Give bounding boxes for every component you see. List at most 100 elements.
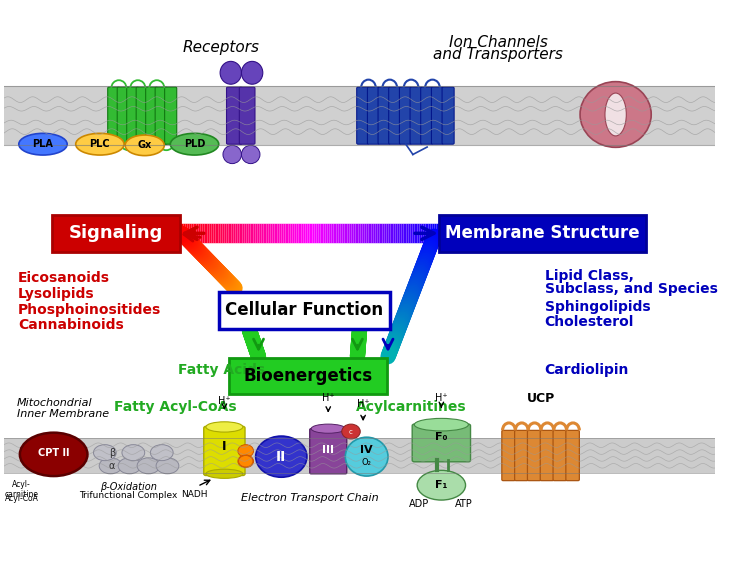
Text: Inner Membrane: Inner Membrane xyxy=(16,409,109,420)
Text: Eicosanoids: Eicosanoids xyxy=(18,272,110,285)
Text: II: II xyxy=(276,449,286,464)
FancyBboxPatch shape xyxy=(108,87,120,144)
Text: c: c xyxy=(349,429,353,435)
Ellipse shape xyxy=(118,458,141,474)
Ellipse shape xyxy=(242,61,262,84)
Text: H⁺: H⁺ xyxy=(435,393,448,404)
Text: F₀: F₀ xyxy=(435,432,448,442)
Ellipse shape xyxy=(20,433,88,476)
Circle shape xyxy=(238,456,253,467)
Text: I: I xyxy=(222,440,226,453)
Text: Cellular Function: Cellular Function xyxy=(225,301,383,319)
FancyBboxPatch shape xyxy=(442,87,454,144)
Ellipse shape xyxy=(417,470,466,500)
Ellipse shape xyxy=(242,145,260,164)
Text: Ion Channels: Ion Channels xyxy=(448,35,548,50)
FancyBboxPatch shape xyxy=(527,430,541,480)
Ellipse shape xyxy=(206,469,243,478)
FancyBboxPatch shape xyxy=(219,292,390,329)
FancyBboxPatch shape xyxy=(413,424,470,462)
Ellipse shape xyxy=(19,133,68,155)
Text: Cholesterol: Cholesterol xyxy=(544,316,634,329)
Text: ATP: ATP xyxy=(455,499,473,509)
Text: H⁺: H⁺ xyxy=(322,393,334,404)
Text: Electron Transport Chain: Electron Transport Chain xyxy=(241,493,379,503)
FancyBboxPatch shape xyxy=(127,87,139,144)
FancyBboxPatch shape xyxy=(514,430,528,480)
Text: III: III xyxy=(322,445,334,455)
FancyBboxPatch shape xyxy=(4,86,716,145)
Text: CPT II: CPT II xyxy=(38,448,70,457)
Ellipse shape xyxy=(414,418,469,431)
Text: H⁺: H⁺ xyxy=(357,399,370,409)
FancyBboxPatch shape xyxy=(400,87,412,144)
FancyBboxPatch shape xyxy=(357,87,369,144)
Ellipse shape xyxy=(170,133,219,155)
FancyBboxPatch shape xyxy=(440,215,646,251)
FancyBboxPatch shape xyxy=(165,87,177,144)
FancyBboxPatch shape xyxy=(540,430,554,480)
Text: O₂: O₂ xyxy=(362,458,371,467)
Ellipse shape xyxy=(151,445,173,461)
Ellipse shape xyxy=(311,424,345,433)
Text: Acylcarnitines: Acylcarnitines xyxy=(356,400,466,414)
FancyBboxPatch shape xyxy=(388,87,400,144)
Text: ADP: ADP xyxy=(409,499,429,509)
Text: Signaling: Signaling xyxy=(69,224,163,242)
Ellipse shape xyxy=(76,133,124,155)
Text: F₁: F₁ xyxy=(435,480,448,490)
FancyBboxPatch shape xyxy=(421,87,433,144)
Text: PLC: PLC xyxy=(89,139,110,149)
FancyBboxPatch shape xyxy=(226,87,242,144)
FancyBboxPatch shape xyxy=(566,430,579,480)
Ellipse shape xyxy=(99,458,122,474)
Ellipse shape xyxy=(137,458,160,474)
FancyBboxPatch shape xyxy=(431,87,443,144)
FancyBboxPatch shape xyxy=(117,87,129,144)
Ellipse shape xyxy=(256,436,307,477)
Text: Acyl-CoA: Acyl-CoA xyxy=(4,494,38,503)
Ellipse shape xyxy=(345,437,388,476)
FancyBboxPatch shape xyxy=(553,430,566,480)
Text: Fatty Acids: Fatty Acids xyxy=(178,363,266,377)
Text: and Transporters: and Transporters xyxy=(433,47,563,62)
Text: H⁺: H⁺ xyxy=(218,396,231,406)
Ellipse shape xyxy=(206,422,243,432)
Ellipse shape xyxy=(125,135,164,156)
Ellipse shape xyxy=(94,445,116,461)
FancyBboxPatch shape xyxy=(155,87,167,144)
Text: β-Oxidation: β-Oxidation xyxy=(100,482,157,492)
FancyBboxPatch shape xyxy=(310,429,347,474)
Text: Lysolipids: Lysolipids xyxy=(18,287,94,301)
Text: PLD: PLD xyxy=(184,139,206,149)
Text: Gx: Gx xyxy=(137,140,152,150)
Text: Acyl-
carnitine: Acyl- carnitine xyxy=(4,479,39,499)
FancyBboxPatch shape xyxy=(368,87,380,144)
FancyBboxPatch shape xyxy=(4,439,716,472)
FancyBboxPatch shape xyxy=(146,87,158,144)
Text: Sphingolipids: Sphingolipids xyxy=(544,300,650,314)
FancyBboxPatch shape xyxy=(136,87,148,144)
Circle shape xyxy=(238,455,254,467)
Ellipse shape xyxy=(156,458,178,474)
FancyBboxPatch shape xyxy=(378,87,390,144)
FancyBboxPatch shape xyxy=(230,358,386,394)
Circle shape xyxy=(342,424,360,439)
Text: Lipid Class,: Lipid Class, xyxy=(544,269,634,282)
Text: α: α xyxy=(109,461,115,471)
Text: Mitochondrial: Mitochondrial xyxy=(16,398,92,408)
Text: β: β xyxy=(109,448,115,457)
FancyBboxPatch shape xyxy=(204,426,245,475)
Ellipse shape xyxy=(223,145,242,164)
Text: Trifunctional Complex: Trifunctional Complex xyxy=(80,491,178,500)
Text: Fatty Acyl-CoAs: Fatty Acyl-CoAs xyxy=(114,400,237,414)
Ellipse shape xyxy=(605,93,626,136)
FancyBboxPatch shape xyxy=(239,87,255,144)
FancyBboxPatch shape xyxy=(52,215,180,251)
Text: IV: IV xyxy=(360,445,373,455)
Text: Subclass, and Species: Subclass, and Species xyxy=(544,282,718,296)
Ellipse shape xyxy=(580,82,651,148)
Text: PLA: PLA xyxy=(32,139,53,149)
Text: UCP: UCP xyxy=(526,392,555,405)
Text: Receptors: Receptors xyxy=(182,40,260,55)
